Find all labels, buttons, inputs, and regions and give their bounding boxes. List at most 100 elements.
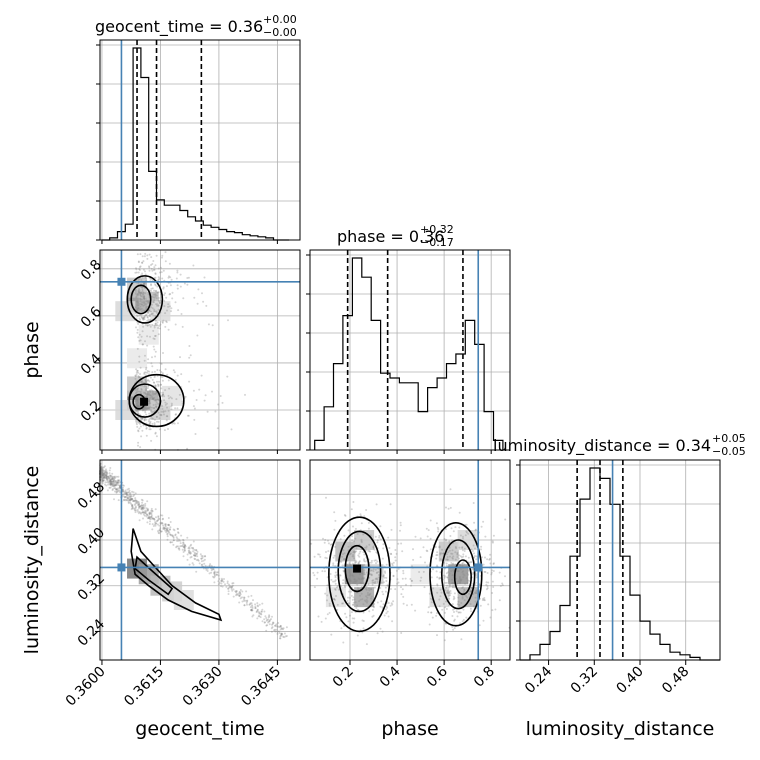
scatter-point — [478, 584, 481, 586]
scatter-point — [354, 527, 357, 530]
scatter-point — [349, 564, 352, 567]
title-geocent-time: geocent_time = 0.36 +0.00 −0.00 — [95, 13, 297, 39]
scatter-point — [395, 569, 398, 572]
scatter-point — [478, 624, 481, 627]
scatter-point — [137, 290, 140, 293]
scatter-point — [347, 602, 350, 605]
scatter-point — [445, 564, 448, 567]
scatter-point — [439, 571, 442, 574]
scatter-point — [475, 590, 477, 593]
scatter-point — [348, 571, 351, 574]
scatter-point — [118, 484, 121, 487]
scatter-point — [119, 481, 122, 483]
scatter-point — [426, 550, 429, 553]
scatter-point — [455, 577, 458, 580]
scatter-point — [138, 505, 141, 508]
scatter-point — [155, 311, 158, 314]
scatter-point — [410, 584, 412, 587]
scatter-point — [207, 323, 210, 326]
scatter-point — [204, 394, 207, 397]
scatter-point — [212, 568, 215, 570]
scatter-point — [353, 578, 356, 581]
scatter-point — [468, 592, 470, 595]
scatter-point — [269, 619, 271, 622]
scatter-point — [457, 596, 460, 599]
scatter-point — [154, 431, 157, 434]
scatter-point — [347, 596, 349, 599]
scatter-point — [136, 396, 139, 399]
scatter-point — [486, 585, 489, 588]
scatter-point — [144, 512, 147, 515]
scatter-point — [396, 578, 399, 581]
scatter-point — [153, 299, 156, 302]
scatter-point — [150, 362, 153, 365]
scatter-point — [109, 467, 112, 469]
scatter-point — [142, 511, 145, 514]
scatter-point — [355, 560, 358, 563]
scatter-point — [250, 594, 253, 597]
scatter-point — [217, 580, 220, 583]
scatter-point — [274, 624, 277, 627]
scatter-point — [109, 480, 112, 483]
scatter-point — [163, 299, 166, 302]
ytick-label-luminosity-distance-1: 0.32 — [75, 570, 108, 603]
scatter-point — [134, 507, 136, 510]
scatter-point — [154, 264, 157, 267]
scatter-point — [148, 412, 151, 415]
scatter-point — [107, 475, 110, 478]
scatter-point — [310, 542, 313, 545]
density-cell-1-0-10 — [162, 385, 183, 406]
scatter-point — [141, 507, 144, 510]
scatter-point — [195, 399, 198, 401]
scatter-point — [146, 370, 149, 372]
scatter-point — [326, 584, 329, 587]
scatter-point — [151, 523, 154, 526]
scatter-point — [440, 591, 443, 594]
scatter-point — [317, 615, 320, 618]
scatter-point — [124, 489, 127, 492]
scatter-point — [134, 409, 137, 412]
scatter-point — [195, 570, 198, 573]
scatter-point — [371, 583, 374, 586]
scatter-point — [160, 414, 163, 417]
scatter-point — [200, 374, 203, 377]
scatter-point — [134, 509, 136, 512]
scatter-point — [113, 476, 116, 479]
scatter-point — [133, 503, 136, 506]
scatter-point — [357, 577, 360, 580]
scatter-point — [147, 391, 149, 394]
scatter-point — [149, 402, 152, 405]
scatter-point — [101, 474, 104, 477]
scatter-point — [125, 493, 128, 496]
scatter-point — [146, 324, 149, 327]
scatter-point — [157, 276, 160, 279]
scatter-point — [138, 427, 141, 430]
scatter-point — [149, 520, 151, 523]
title-phase-plus: +0.32 — [420, 223, 454, 236]
scatter-point — [100, 469, 103, 472]
scatter-point — [221, 579, 224, 582]
scatter-point — [332, 564, 335, 567]
scatter-point — [458, 557, 461, 560]
scatter-point — [362, 573, 365, 576]
scatter-point — [150, 409, 153, 412]
scatter-point — [266, 618, 269, 621]
scatter-point — [141, 504, 144, 507]
scatter-point — [157, 308, 160, 311]
scatter-point — [166, 373, 169, 376]
scatter-point — [263, 618, 266, 621]
scatter-point — [111, 489, 114, 492]
scatter-point — [268, 615, 271, 618]
scatter-point — [357, 588, 360, 591]
scatter-point — [122, 490, 124, 493]
scatter-point — [442, 552, 445, 555]
scatter-point — [265, 629, 268, 632]
scatter-point — [375, 577, 378, 580]
scatter-point — [158, 369, 161, 372]
scatter-point — [281, 633, 284, 636]
scatter-point — [142, 408, 145, 411]
scatter-point — [392, 575, 395, 578]
scatter-point — [153, 326, 156, 329]
scatter-point — [456, 556, 459, 558]
scatter-point — [195, 549, 198, 552]
